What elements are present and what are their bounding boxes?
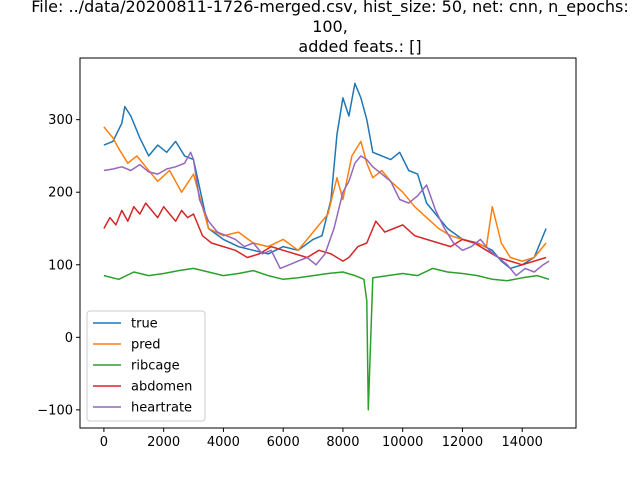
x-tick-label: 4000 (207, 435, 240, 450)
title-line-2: 100, (312, 17, 348, 36)
legend: true pred ribcage abdomen heartrate (86, 310, 206, 422)
title-line-3: added feats.: [] (298, 37, 421, 56)
series-ribcage-line (103, 267, 550, 411)
x-tick-label: 12000 (442, 435, 483, 450)
series-layer (103, 82, 550, 411)
x-tick-label: 10000 (382, 435, 423, 450)
y-tick-label: 200 (48, 186, 73, 201)
x-tick-label: 0 (100, 435, 108, 450)
legend-label-heartrate: heartrate (131, 401, 192, 416)
legend-items: true pred ribcage abdomen heartrate (93, 317, 192, 416)
plot-area-frame (79, 57, 577, 429)
legend-label-true: true (131, 317, 158, 332)
x-tick-label: 2000 (147, 435, 180, 450)
chart-title: File: ../data/20200811-1726-merged.csv, … (31, 0, 629, 56)
y-tick-label: −100 (37, 403, 73, 418)
title-line-1: File: ../data/20200811-1726-merged.csv, … (31, 0, 629, 17)
y-axis: −100 0 100 200 300 (37, 113, 80, 418)
y-tick-label: 0 (65, 331, 73, 346)
y-tick-label: 300 (48, 113, 73, 128)
legend-label-abdomen: abdomen (131, 380, 192, 395)
legend-box (86, 310, 206, 422)
series-true-line (103, 82, 547, 270)
x-tick-label: 14000 (502, 435, 543, 450)
series-heartrate-line (103, 151, 550, 277)
x-axis: 0 2000 4000 6000 8000 10000 12000 14000 (100, 428, 543, 450)
x-tick-label: 8000 (326, 435, 359, 450)
series-pred-line (103, 126, 547, 262)
legend-label-pred: pred (131, 338, 161, 353)
x-tick-label: 6000 (267, 435, 300, 450)
series-abdomen-line (103, 202, 547, 266)
y-tick-label: 100 (48, 258, 73, 273)
legend-label-ribcage: ribcage (131, 359, 180, 374)
